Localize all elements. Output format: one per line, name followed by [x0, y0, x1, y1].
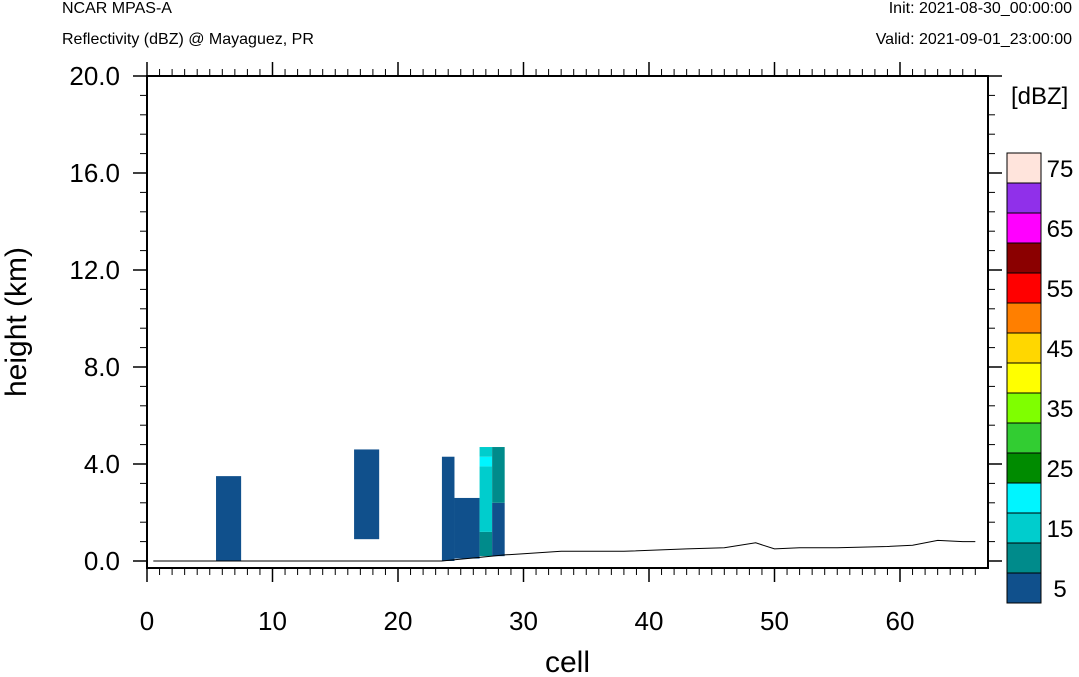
- y-tick-label: 8.0: [84, 352, 120, 382]
- colorbar-swatch: [1006, 452, 1042, 484]
- axis-tick-labels: 0 10 20 30 40 50 60 0.0 4.0 8.0 12.0 16.0 20.0: [69, 61, 914, 636]
- y-tick-label: 0.0: [84, 546, 120, 576]
- colorbar-swatch: [1006, 572, 1042, 604]
- reflectivity-cell: [454, 497, 480, 559]
- x-tick-label: 20: [384, 606, 413, 636]
- plot-data-layer: [216, 447, 505, 561]
- y-axis-title: height (km): [0, 247, 33, 397]
- axis-ticks: [133, 62, 1002, 582]
- x-tick-label: 0: [140, 606, 154, 636]
- reflectivity-cell: [216, 476, 242, 561]
- x-tick-label: 40: [635, 606, 664, 636]
- colorbar-swatch: [1006, 542, 1042, 574]
- terrain-line: [153, 539, 976, 562]
- colorbar-swatch: [1006, 422, 1042, 454]
- x-tick-label: 10: [258, 606, 287, 636]
- reflectivity-cell: [479, 531, 493, 557]
- colorbar-label: 65: [1047, 216, 1074, 243]
- y-tick-label: 16.0: [69, 158, 120, 188]
- reflectivity-cell: [354, 449, 380, 540]
- colorbar-swatch: [1006, 332, 1042, 364]
- field-subtitle: Reflectivity (dBZ) @ Mayaguez, PR: [62, 31, 314, 48]
- colorbar-label: 35: [1047, 396, 1074, 423]
- colorbar-unit: [dBZ]: [1011, 83, 1068, 110]
- plot-frame: [146, 75, 989, 569]
- colorbar-label: 55: [1047, 276, 1074, 303]
- terrain-layer: [153, 539, 976, 562]
- x-tick-label: 50: [760, 606, 789, 636]
- reflectivity-cell: [479, 456, 493, 467]
- colorbar-swatch: [1006, 152, 1042, 184]
- colorbar-swatch: [1006, 272, 1042, 304]
- model-title: NCAR MPAS-A: [62, 0, 172, 17]
- init-time: Init: 2021-08-30_00:00:00: [888, 0, 1072, 17]
- reflectivity-cell: [441, 456, 455, 561]
- colorbar-swatch: [1006, 392, 1042, 424]
- y-tick-label: 12.0: [69, 255, 120, 285]
- colorbar-label: 75: [1047, 156, 1074, 183]
- reflectivity-cell: [492, 502, 505, 557]
- colorbar-swatch: [1006, 242, 1042, 274]
- colorbar: 5 15 25 35 45 55 65 75: [1006, 152, 1074, 604]
- reflectivity-cell: [479, 447, 493, 457]
- valid-time: Valid: 2021-09-01_23:00:00: [875, 31, 1072, 48]
- colorbar-label: 25: [1047, 456, 1074, 483]
- x-tick-label: 60: [886, 606, 915, 636]
- reflectivity-cell: [492, 447, 505, 503]
- colorbar-swatch: [1006, 182, 1042, 214]
- reflectivity-cell: [479, 466, 493, 532]
- colorbar-swatch: [1006, 302, 1042, 334]
- y-tick-label: 20.0: [69, 61, 120, 91]
- x-tick-label: 30: [509, 606, 538, 636]
- colorbar-label: 15: [1047, 516, 1074, 543]
- colorbar-label: 5: [1053, 576, 1066, 603]
- colorbar-label: 45: [1047, 336, 1074, 363]
- colorbar-swatch: [1006, 482, 1042, 514]
- colorbar-swatch: [1006, 212, 1042, 244]
- x-axis-title: cell: [545, 646, 590, 677]
- colorbar-swatch: [1006, 512, 1042, 544]
- colorbar-swatch: [1006, 362, 1042, 394]
- y-tick-label: 4.0: [84, 449, 120, 479]
